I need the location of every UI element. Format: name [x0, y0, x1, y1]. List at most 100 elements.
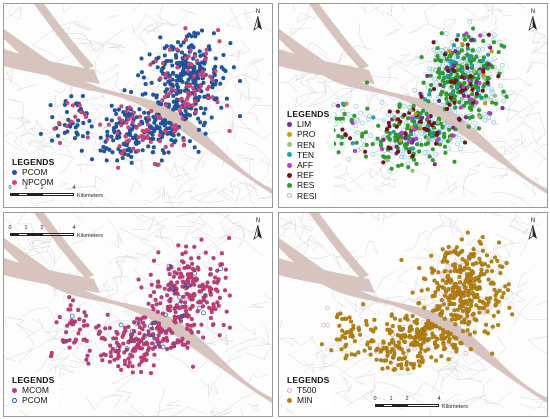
map-point-mcom	[137, 325, 142, 330]
map-point-resi	[458, 59, 464, 65]
map-point-mcom	[137, 331, 142, 336]
map-point-mcom	[180, 251, 185, 257]
map-point-mcom	[108, 354, 114, 359]
road-line	[217, 98, 231, 112]
map-point-lim	[403, 135, 408, 141]
map-point-ref	[452, 100, 457, 106]
map-point-pcom	[209, 115, 214, 120]
road-line	[16, 213, 30, 225]
map-point-npcom	[104, 137, 110, 142]
map-point-min	[371, 339, 376, 344]
map-point-mcom	[196, 300, 201, 305]
road-line	[353, 370, 372, 386]
map-point-min	[482, 329, 487, 334]
map-point-ren	[425, 136, 431, 141]
map-point-ref	[448, 79, 453, 84]
map-point-mcom	[93, 325, 99, 330]
road-line	[197, 238, 230, 269]
map-point-min	[426, 323, 431, 328]
map-point-pcom	[151, 114, 156, 120]
map-point-pcom	[198, 120, 203, 125]
map-point-mcom	[77, 317, 82, 322]
map-point-min	[488, 295, 493, 301]
map-point-res	[502, 44, 507, 49]
map-point-mcom	[175, 280, 180, 285]
map-point-res	[466, 124, 471, 129]
map-point-resi	[474, 50, 480, 56]
map-point-npcom	[97, 122, 103, 127]
road-line	[165, 161, 176, 177]
road-line	[279, 218, 309, 261]
map-point-pcom	[102, 149, 107, 154]
map-point-min	[337, 337, 343, 342]
map-point-pcom	[89, 124, 94, 129]
map-point-mcom	[132, 348, 138, 353]
map-point-npcom	[156, 162, 161, 167]
legend-marker	[287, 193, 292, 199]
road-line	[263, 292, 272, 301]
map-point-mcom	[87, 348, 92, 353]
map-point-resi	[345, 112, 351, 117]
road-line	[189, 188, 224, 204]
legend-item-pro: PRO	[287, 129, 330, 139]
road-line	[294, 234, 325, 250]
map-point-min	[479, 267, 484, 273]
map-point-res	[336, 133, 341, 139]
map-point-lim	[335, 103, 341, 108]
map-point-ten	[391, 129, 396, 135]
map-point-mcom	[175, 340, 181, 345]
map-point-res	[443, 150, 448, 155]
map-point-resi	[440, 48, 446, 53]
road-line	[415, 148, 444, 165]
map-point-pcom	[112, 108, 117, 113]
map-point-min	[471, 311, 476, 317]
map-point-npcom	[146, 128, 152, 133]
map-point-min	[484, 296, 489, 301]
map-point-res	[444, 96, 449, 102]
map-point-pcom	[139, 56, 144, 61]
map-point-mcom	[192, 244, 197, 250]
road-line	[335, 376, 354, 405]
map-point-min	[467, 307, 472, 312]
map-point-pcom	[69, 94, 74, 99]
legend: LEGENDS T500 MIN	[283, 373, 334, 409]
point-layers	[48, 235, 233, 376]
map-point-min	[455, 287, 461, 292]
map-point-lim	[488, 45, 493, 50]
map-point-mcom	[86, 361, 91, 366]
road-line	[279, 217, 293, 238]
road-line	[412, 257, 441, 265]
map-point-ref	[407, 150, 412, 155]
map-point-pcom	[213, 82, 218, 87]
map-point-mcom	[172, 270, 177, 275]
road-line	[342, 137, 346, 156]
road-line	[306, 77, 353, 105]
map-point-min	[484, 253, 490, 258]
map-point-npcom	[205, 95, 211, 101]
road-line	[237, 39, 251, 56]
road-line	[211, 72, 247, 92]
road-line	[209, 411, 223, 416]
road-line	[110, 394, 123, 410]
map-point-mcom	[156, 333, 161, 338]
map-point-ref	[496, 74, 501, 79]
map-point-res	[483, 93, 489, 99]
map-point-mcom	[184, 291, 189, 297]
legend-marker	[287, 172, 292, 178]
map-point-min	[397, 324, 402, 330]
road-line	[492, 191, 525, 200]
map-point-min	[414, 333, 420, 338]
map-point-res	[465, 46, 471, 51]
map-point-pcom	[193, 79, 198, 85]
map-point-ren	[410, 168, 415, 173]
road-line	[58, 367, 65, 380]
road-line	[17, 235, 53, 257]
map-point-ren	[448, 136, 453, 141]
map-point-pcom	[62, 338, 68, 344]
road-line	[482, 377, 493, 395]
road-line	[206, 226, 245, 249]
scale-bar: 0 1 2 4 Kilometers	[8, 225, 103, 239]
road-line	[509, 225, 529, 235]
map-point-min	[425, 287, 430, 292]
map-point-mcom	[159, 326, 164, 332]
